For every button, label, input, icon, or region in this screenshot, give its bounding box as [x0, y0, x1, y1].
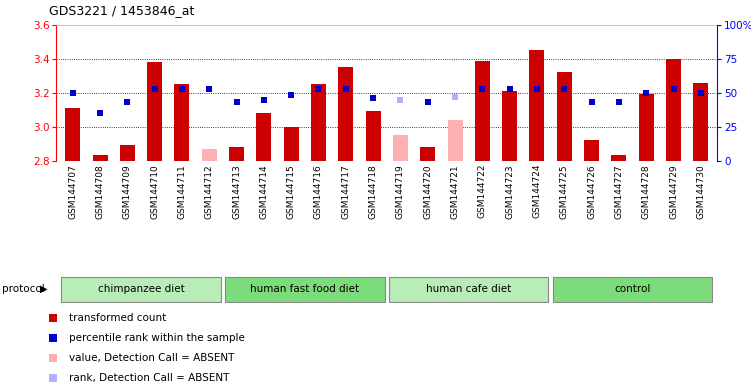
Text: GSM144711: GSM144711: [177, 164, 186, 219]
Text: GSM144707: GSM144707: [68, 164, 77, 219]
Text: GDS3221 / 1453846_at: GDS3221 / 1453846_at: [49, 4, 195, 17]
Bar: [693, 83, 708, 161]
Bar: [475, 61, 490, 161]
Text: transformed count: transformed count: [69, 313, 166, 323]
Bar: [584, 140, 599, 161]
Text: rank, Detection Call = ABSENT: rank, Detection Call = ABSENT: [69, 372, 230, 382]
Bar: [556, 73, 572, 161]
Bar: [202, 149, 217, 161]
Text: ▶: ▶: [40, 284, 47, 294]
Text: chimpanzee diet: chimpanzee diet: [98, 284, 184, 294]
Text: GSM144722: GSM144722: [478, 164, 487, 218]
Bar: [393, 135, 408, 161]
Text: GSM144719: GSM144719: [396, 164, 405, 219]
Text: GSM144726: GSM144726: [587, 164, 596, 218]
Text: human fast food diet: human fast food diet: [250, 284, 360, 294]
Text: GSM144728: GSM144728: [641, 164, 650, 218]
Bar: [256, 113, 271, 161]
Text: GSM144718: GSM144718: [369, 164, 378, 219]
Bar: [65, 108, 80, 161]
Text: GSM144716: GSM144716: [314, 164, 323, 219]
Bar: [553, 277, 712, 302]
Text: GSM144727: GSM144727: [614, 164, 623, 218]
Text: GSM144710: GSM144710: [150, 164, 159, 219]
Text: control: control: [614, 284, 650, 294]
Text: protocol: protocol: [2, 284, 45, 294]
Text: GSM144723: GSM144723: [505, 164, 514, 218]
Bar: [284, 127, 299, 161]
Text: GSM144730: GSM144730: [696, 164, 705, 219]
Text: GSM144714: GSM144714: [259, 164, 268, 218]
Bar: [338, 67, 353, 161]
Text: GSM144712: GSM144712: [205, 164, 214, 218]
Text: GSM144724: GSM144724: [532, 164, 541, 218]
Bar: [448, 120, 463, 161]
Text: GSM144721: GSM144721: [451, 164, 460, 218]
Bar: [92, 156, 107, 161]
Text: GSM144709: GSM144709: [123, 164, 132, 219]
Bar: [225, 277, 385, 302]
Bar: [421, 147, 436, 161]
Bar: [502, 91, 517, 161]
Bar: [120, 145, 135, 161]
Bar: [147, 62, 162, 161]
Text: GSM144720: GSM144720: [424, 164, 433, 218]
Bar: [62, 277, 221, 302]
Text: value, Detection Call = ABSENT: value, Detection Call = ABSENT: [69, 353, 234, 363]
Bar: [366, 111, 381, 161]
Bar: [174, 84, 189, 161]
Text: GSM144729: GSM144729: [669, 164, 678, 218]
Bar: [389, 277, 548, 302]
Text: GSM144713: GSM144713: [232, 164, 241, 219]
Text: GSM144725: GSM144725: [559, 164, 569, 218]
Text: GSM144708: GSM144708: [95, 164, 104, 219]
Bar: [638, 94, 653, 161]
Text: GSM144717: GSM144717: [341, 164, 350, 219]
Bar: [529, 50, 544, 161]
Text: percentile rank within the sample: percentile rank within the sample: [69, 333, 245, 343]
Bar: [229, 147, 244, 161]
Text: human cafe diet: human cafe diet: [426, 284, 511, 294]
Bar: [311, 84, 326, 161]
Bar: [666, 59, 681, 161]
Text: GSM144715: GSM144715: [287, 164, 296, 219]
Bar: [611, 156, 626, 161]
